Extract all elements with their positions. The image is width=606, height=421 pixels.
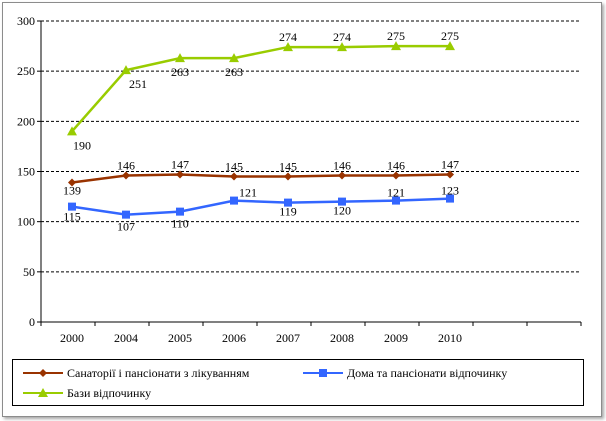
data-point xyxy=(338,171,346,180)
data-point xyxy=(176,207,184,216)
data-label: 146 xyxy=(117,159,135,173)
data-point xyxy=(68,202,76,211)
data-label: 145 xyxy=(279,160,297,174)
x-tick-label: 2000 xyxy=(60,331,84,345)
legend-item-bases: Бази відпочинку xyxy=(23,385,151,401)
y-tick-label: 50 xyxy=(23,265,35,279)
data-label: 121 xyxy=(387,186,405,200)
legend-label-homes: Дома та пансіонати відпочинку xyxy=(347,365,508,380)
data-point xyxy=(392,196,400,205)
legend-swatch-homes xyxy=(303,369,343,377)
data-label: 251 xyxy=(129,77,147,91)
gridlines xyxy=(41,20,581,273)
data-point xyxy=(176,170,184,179)
y-tick-label: 250 xyxy=(17,64,35,78)
data-label: 107 xyxy=(117,220,135,234)
data-label: 147 xyxy=(171,158,189,172)
data-point xyxy=(284,198,292,207)
data-label: 139 xyxy=(63,184,81,198)
x-tick-label: 2008 xyxy=(330,331,354,345)
legend-swatch-bases xyxy=(23,388,63,397)
series-line xyxy=(71,173,451,184)
x-tick-label: 2004 xyxy=(114,331,138,345)
series-line xyxy=(71,197,451,216)
y-tick-label: 200 xyxy=(17,114,35,128)
data-point xyxy=(446,194,454,203)
x-tick-label: 2006 xyxy=(222,331,246,345)
data-label: 263 xyxy=(171,65,189,79)
data-point xyxy=(337,42,347,52)
data-label: 119 xyxy=(279,205,297,219)
data-label: 121 xyxy=(239,186,257,200)
x-tick-label: 2010 xyxy=(438,331,462,345)
series-lines xyxy=(67,41,455,219)
y-tick-label: 150 xyxy=(17,165,35,179)
data-point xyxy=(122,210,130,219)
data-label: 274 xyxy=(333,30,351,44)
x-tick-labels: 2000 2004 2005 2006 2007 2008 2009 2010 xyxy=(60,331,462,345)
legend-label-sanatoria: Санаторії і пансіонати з лікуванням xyxy=(67,365,250,380)
data-point xyxy=(338,197,346,206)
data-label: 110 xyxy=(171,217,189,231)
axes xyxy=(37,20,582,326)
y-tick-label: 0 xyxy=(29,315,35,329)
x-tick-label: 2009 xyxy=(384,331,408,345)
data-point xyxy=(68,178,76,187)
y-tick-label: 300 xyxy=(17,14,35,28)
data-point xyxy=(284,172,292,181)
x-tick-label: 2007 xyxy=(276,331,300,345)
data-point xyxy=(391,41,401,51)
data-point xyxy=(230,196,238,205)
legend: Санаторії і пансіонати з лікуванням Дома… xyxy=(12,359,584,406)
data-point xyxy=(230,172,238,181)
data-point xyxy=(446,170,454,179)
data-label: 146 xyxy=(387,159,405,173)
data-label: 145 xyxy=(225,160,243,174)
data-label: 123 xyxy=(441,184,459,198)
data-point xyxy=(283,42,293,52)
data-point xyxy=(121,65,131,75)
data-point xyxy=(122,171,130,180)
data-point xyxy=(67,126,77,136)
data-labels: 139 146 147 145 145 146 146 147 115 107 110 121 119 1… xyxy=(63,29,459,234)
data-label: 274 xyxy=(279,30,297,44)
data-label: 120 xyxy=(333,204,351,218)
series-line xyxy=(71,44,450,133)
legend-item-sanatoria: Санаторії і пансіонати з лікуванням xyxy=(23,365,249,381)
data-label: 275 xyxy=(441,29,459,43)
y-tick-labels: 0 50 100 150 200 250 300 xyxy=(17,14,35,329)
legend-label-bases: Бази відпочинку xyxy=(67,385,152,400)
data-label: 275 xyxy=(387,29,405,43)
data-point xyxy=(392,171,400,180)
data-point xyxy=(229,53,239,63)
data-label: 190 xyxy=(73,138,91,152)
legend-item-homes: Дома та пансіонати відпочинку xyxy=(303,365,507,381)
data-label: 115 xyxy=(63,210,81,224)
data-label: 263 xyxy=(225,65,243,79)
data-label: 147 xyxy=(441,158,459,172)
data-point xyxy=(175,53,185,63)
y-tick-label: 100 xyxy=(17,215,35,229)
legend-swatch-sanatoria xyxy=(23,369,63,377)
data-label: 146 xyxy=(333,159,351,173)
x-tick-label: 2005 xyxy=(168,331,192,345)
data-point xyxy=(445,41,455,51)
